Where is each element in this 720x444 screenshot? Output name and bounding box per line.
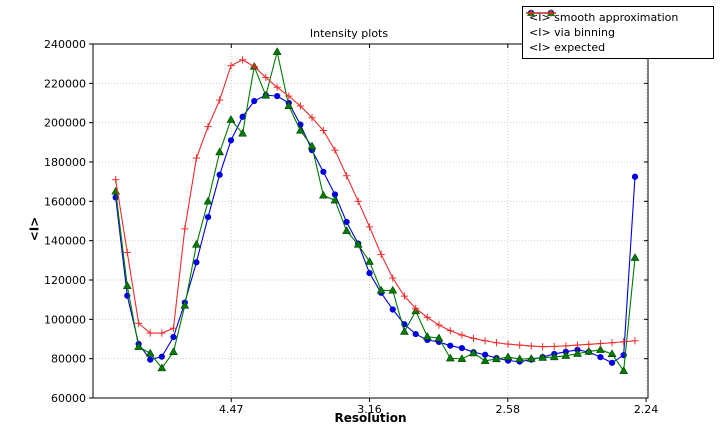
data-point-triangle [180,300,190,309]
data-point-triangle [145,348,155,357]
y-tick-label: 140000 [44,235,86,248]
data-point-triangle [434,333,444,342]
legend: <I> smooth approximation <I> via binning <… [522,6,714,59]
data-point-triangle [515,354,525,363]
data-point-triangle [526,353,536,362]
x-tick-label: 3.16 [357,403,382,416]
data-point-circle [412,330,419,338]
y-axis-label: <I> [27,216,42,242]
data-point-circle [239,113,246,120]
data-point-triangle [492,354,501,363]
data-point-circle [482,351,489,358]
y-tick-label: 200000 [44,117,86,130]
legend-marker-plus-icon [526,9,556,17]
data-point-triangle [376,285,386,294]
y-tick-label: 60000 [51,392,86,405]
legend-label: <I> via binning [529,26,615,39]
x-tick-label: 2.24 [634,403,659,416]
data-point-triangle [573,349,582,357]
y-tick-label: 160000 [44,195,86,208]
data-point-triangle [388,285,398,294]
data-point-circle [366,270,373,277]
data-point-triangle [607,349,617,357]
data-point-circle [227,137,235,144]
data-point-triangle [191,239,201,248]
chart-title: Intensity plots [309,27,389,40]
data-point-triangle [399,327,409,335]
data-point-triangle [561,351,571,359]
data-point-triangle [215,147,225,156]
data-point-triangle [111,186,121,195]
y-tick-label: 240000 [44,38,86,51]
data-point-triangle [538,352,548,361]
legend-items: <I> smooth approximation <I> via binning <… [526,9,708,55]
data-point-circle [389,306,396,313]
data-point-triangle [284,101,294,109]
series-line-1 [115,51,636,373]
data-point-triangle [330,195,340,204]
y-tick-label: 180000 [44,156,86,169]
data-point-circle [216,171,223,178]
data-point-triangle [584,346,594,355]
data-point-triangle [307,141,317,150]
data-point-triangle [272,47,282,55]
data-point-circle [170,333,177,341]
data-point-triangle [261,90,271,99]
data-point-triangle [549,352,559,361]
data-point-triangle [203,196,213,205]
data-point-circle [608,359,616,366]
data-point-triangle [226,115,236,123]
data-point-circle [343,218,350,226]
data-point-triangle [503,352,513,361]
data-point-triangle [630,253,640,261]
data-point-triangle [342,226,352,234]
data-point-triangle [353,239,363,248]
x-axis-label: Resolution [334,411,407,425]
y-tick-label: 80000 [51,353,86,366]
data-point-triangle [365,257,374,265]
y-tick-label: 120000 [44,274,86,287]
y-tick-label: 220000 [44,77,86,90]
data-point-triangle [457,354,467,362]
data-point-circle [320,168,327,175]
data-point-triangle [422,331,432,340]
legend-entry-1: <I> via binning [526,9,708,40]
data-point-circle [112,194,119,201]
series-line-0 [115,94,636,364]
data-point-circle [147,356,154,363]
data-point-circle [458,344,465,352]
data-point-circle [158,353,165,360]
data-point-circle [251,97,258,105]
data-point-triangle [169,347,178,356]
data-point-triangle [134,342,144,350]
data-point-circle [204,213,212,221]
legend-label: <I> expected [529,41,606,54]
data-point-circle [274,93,281,100]
legend-entry-2: <I> expected [526,9,708,55]
data-point-circle [193,259,200,266]
data-point-circle [447,342,454,349]
data-point-triangle [157,363,167,372]
data-point-triangle [238,128,248,137]
data-point-triangle [318,190,328,199]
data-point-triangle [445,353,455,362]
data-point-triangle [596,345,605,353]
data-point-circle [631,173,639,180]
data-point-triangle [619,366,629,374]
x-tick-label: 4.47 [219,403,244,416]
data-point-triangle [122,281,132,289]
data-point-triangle [295,125,305,134]
y-tick-label: 100000 [44,313,86,326]
x-tick-label: 2.58 [496,403,521,416]
data-point-circle [597,353,604,361]
plot-frame [92,43,649,399]
series-line-2 [115,59,636,348]
data-point-triangle [469,348,478,357]
legend-label: <I> smooth approximation [529,11,679,24]
data-point-triangle [480,356,490,364]
data-point-circle [331,191,339,198]
